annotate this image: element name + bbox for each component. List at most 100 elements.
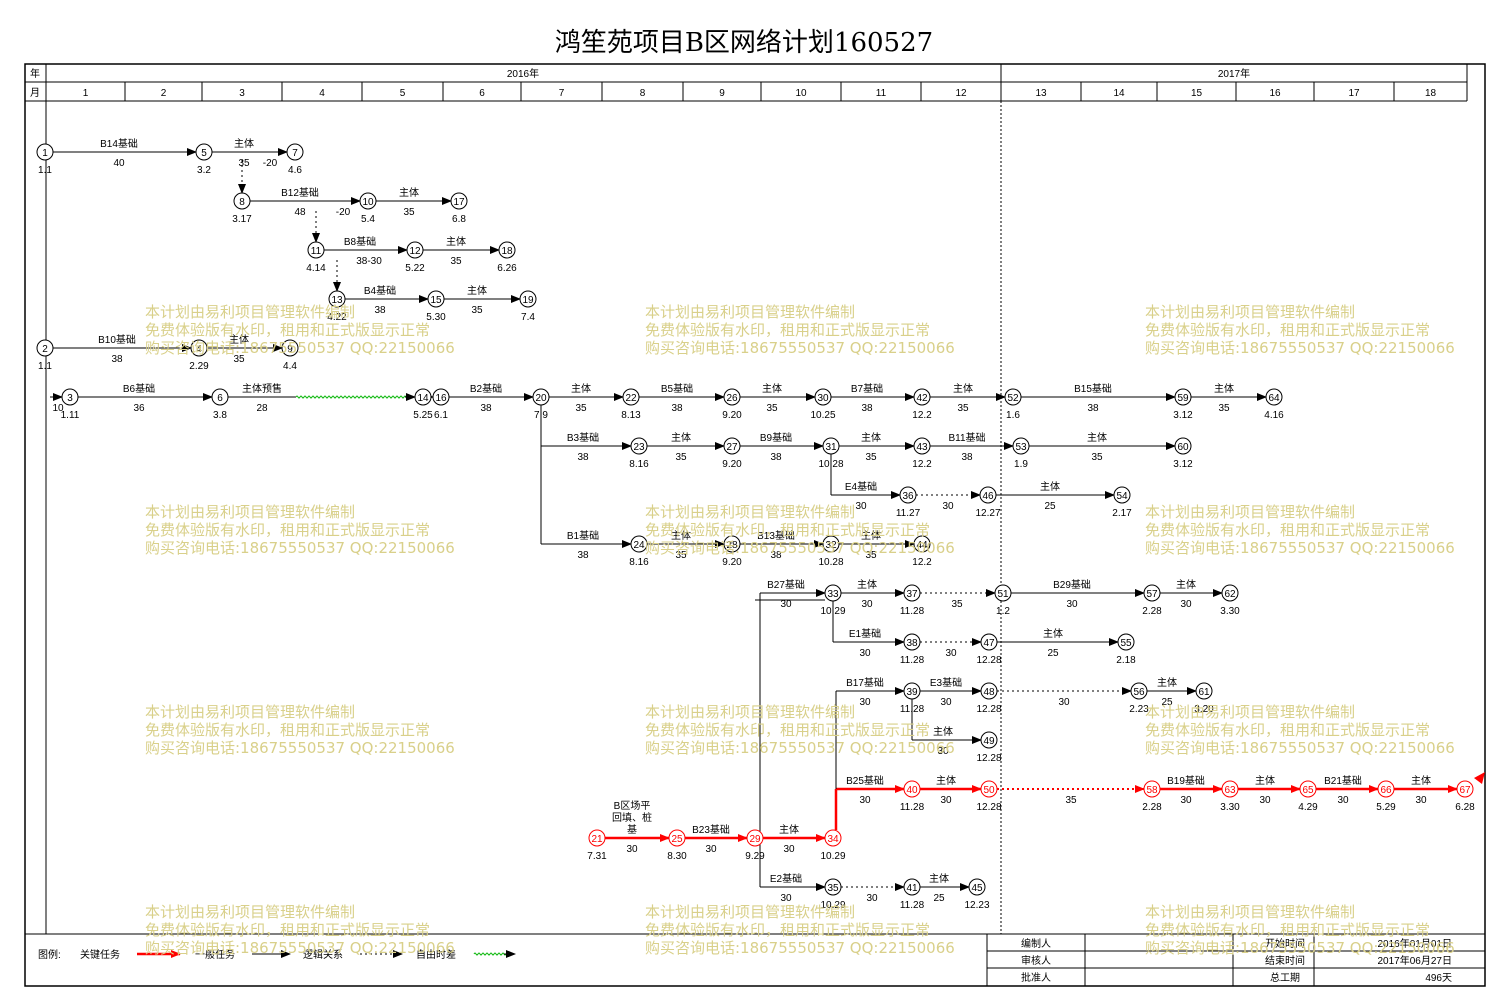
node-53 [1012, 437, 1030, 455]
node-date: 3.12 [1173, 459, 1193, 470]
activity-duration: 38 [577, 452, 589, 463]
activity-duration: 35 [233, 354, 245, 365]
node-54 [1113, 486, 1131, 504]
node-id: 17 [453, 197, 465, 208]
node-id: 44 [916, 540, 928, 551]
node-date: 9.20 [722, 410, 742, 421]
activity-duration: 35 [1218, 403, 1230, 414]
activity-duration: 48 [294, 207, 306, 218]
month-10: 10 [795, 88, 807, 99]
activity-name: 主体预售 [242, 382, 282, 395]
activity-duration: 38 [111, 354, 123, 365]
node-date: 3.20 [1194, 704, 1214, 715]
node-date: 3.8 [213, 410, 227, 421]
activity-duration: 35 [951, 599, 963, 610]
node-id: 37 [906, 589, 918, 600]
activity-name: 主体 [1157, 677, 1177, 689]
activity-name: E1基础 [849, 627, 881, 640]
node-id: 26 [726, 393, 738, 404]
activity-name: B区场平 [614, 799, 651, 812]
activity-duration: 30 [866, 893, 878, 904]
activity-name: 主体 [1214, 383, 1234, 395]
node-9 [281, 339, 299, 357]
end-flag-icon [1474, 772, 1485, 784]
activity-name: 主体 [671, 432, 691, 444]
start-value: 2016年01月01日 [1378, 937, 1453, 950]
node-id: 63 [1224, 785, 1236, 796]
node-20 [532, 388, 550, 406]
node-3 [61, 388, 79, 406]
node-34 [824, 829, 842, 847]
node-date: 12.28 [976, 753, 1001, 764]
activity-name: E4基础 [845, 480, 877, 493]
node-35 [824, 878, 842, 896]
activity-duration: 35 [575, 403, 587, 414]
node-55 [1117, 633, 1135, 651]
month-6: 6 [479, 88, 485, 99]
activity-duration: 38 [1087, 403, 1099, 414]
node-date: 3.17 [232, 214, 252, 225]
node-7 [286, 143, 304, 161]
node-id: 46 [982, 491, 994, 502]
activity-duration: 35 [675, 452, 687, 463]
node-id: 30 [817, 393, 829, 404]
activity-duration: 30 [940, 697, 952, 708]
month-15: 15 [1191, 88, 1203, 99]
activity-name: 主体 [571, 383, 591, 395]
node-id: 62 [1224, 589, 1236, 600]
node-date: 1.9 [1014, 459, 1028, 470]
node-id: 3 [67, 393, 73, 404]
node-id: 48 [983, 687, 995, 698]
node-date: 12.2 [912, 410, 932, 421]
activity-name: 主体 [779, 824, 799, 836]
node-52 [1004, 388, 1022, 406]
activity-duration: 35 [450, 256, 462, 267]
activity-name: 主体 [953, 383, 973, 395]
free-float-wave [295, 395, 409, 399]
month-1: 1 [83, 88, 89, 99]
node-id: 11 [311, 246, 322, 257]
activity-duration: -20 [336, 207, 351, 218]
node-46 [979, 486, 997, 504]
node-50 [980, 780, 998, 798]
node-24 [630, 535, 648, 553]
node-id: 47 [983, 638, 995, 649]
node-66 [1377, 780, 1395, 798]
activity-duration: 30 [705, 844, 717, 855]
node-id: 7 [292, 148, 298, 159]
activity-duration: 30 [940, 795, 952, 806]
legend-title: 图例: [38, 948, 61, 961]
node-date: 4.6 [288, 165, 302, 176]
node-id: 14 [417, 393, 429, 404]
outer-frame [24, 63, 1486, 987]
node-id: 31 [825, 442, 837, 453]
activity-duration: 30 [859, 648, 871, 659]
node-id: 9 [287, 344, 293, 355]
activity-duration: 30 [1259, 795, 1271, 806]
month-3: 3 [239, 88, 245, 99]
node-id: 45 [971, 883, 983, 894]
node-date: 2.28 [1142, 606, 1162, 617]
node-41 [903, 878, 921, 896]
node-6 [211, 388, 229, 406]
node-date: 6.8 [452, 214, 466, 225]
activity-duration: 30 [861, 599, 873, 610]
node-date: 8.16 [629, 459, 649, 470]
legend-critical: 关键任务 [80, 948, 120, 961]
node-id: 41 [906, 883, 918, 894]
duration-label: 总工期 [1270, 971, 1300, 984]
activity-duration: 38 [770, 550, 782, 561]
legend-logic: 逻辑关系 [303, 948, 343, 961]
activity-duration: 30 [1058, 697, 1070, 708]
node-42 [913, 388, 931, 406]
activity-duration: 40 [113, 158, 125, 169]
node-38 [903, 633, 921, 651]
node-id: 43 [916, 442, 928, 453]
node-date: 6.1 [434, 410, 448, 421]
node-date: 5.29 [1376, 802, 1396, 813]
activity-duration: 30 [855, 501, 867, 512]
activity-name: 主体 [1087, 432, 1107, 444]
node-25 [668, 829, 686, 847]
node-date: 10.29 [820, 851, 845, 862]
